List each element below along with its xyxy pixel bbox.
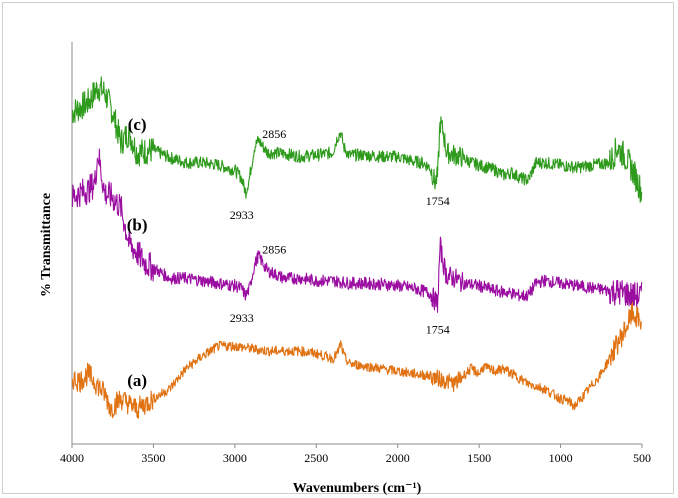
series-name-label: (a): [127, 371, 147, 390]
x-tick-label: 4000: [60, 451, 84, 465]
y-axis-label: % Transmittance: [39, 193, 54, 297]
x-tick-label: 1500: [467, 451, 491, 465]
series-name-label: (c): [128, 115, 147, 134]
x-axis-label: Wavenumbers (cm⁻¹): [293, 481, 422, 496]
x-tick-label: 500: [633, 451, 651, 465]
x-tick-label: 2500: [304, 451, 328, 465]
x-tick-label: 3500: [141, 451, 165, 465]
chart-frame: [2, 2, 674, 494]
peak-annotation: 1754: [426, 322, 450, 336]
axes: 4000 3500 3000 2500 2000 1500 1000 500: [60, 42, 651, 465]
peak-annotation: 1754: [426, 194, 450, 208]
series-line: [71, 76, 643, 203]
chart-labels: (c) 2933 2856 1754 (b) 2933 2856 1754 (a): [127, 115, 450, 390]
peak-annotation: 2933: [230, 208, 254, 222]
x-tick-label: 3000: [223, 451, 247, 465]
series-name-label: (b): [127, 215, 148, 234]
series-line: [71, 148, 643, 313]
peak-annotation: 2933: [230, 311, 254, 325]
series-line: [71, 301, 643, 419]
peak-annotation: 2856: [262, 243, 286, 257]
x-tick-label: 2000: [386, 451, 410, 465]
x-tick-label: 1000: [549, 451, 573, 465]
plot-area: [71, 76, 643, 419]
peak-annotation: 2856: [262, 127, 286, 141]
